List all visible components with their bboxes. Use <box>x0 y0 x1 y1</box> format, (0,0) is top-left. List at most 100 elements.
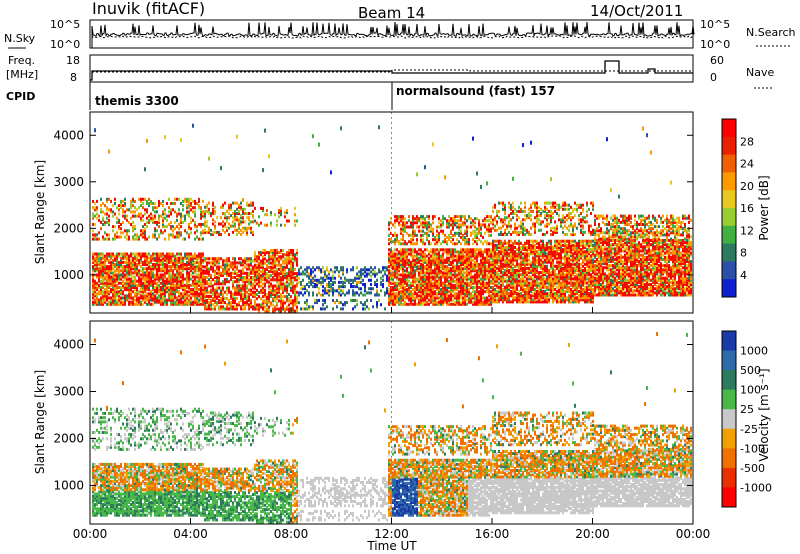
range-cell <box>508 269 510 272</box>
range-cell <box>152 216 154 220</box>
range-cell <box>436 279 438 283</box>
range-cell <box>316 293 318 297</box>
range-cell <box>186 204 188 208</box>
range-cell <box>270 223 272 227</box>
range-cell <box>120 231 122 235</box>
range-cell <box>454 265 456 269</box>
range-cell <box>496 239 498 243</box>
range-cell <box>170 290 172 294</box>
range-cell <box>362 307 364 311</box>
range-cell <box>410 260 412 264</box>
range-cell <box>244 292 246 296</box>
range-cell <box>496 298 498 302</box>
range-cell <box>288 284 290 288</box>
range-cell <box>284 274 286 278</box>
range-cell <box>326 291 328 295</box>
range-cell <box>502 233 504 236</box>
range-cell <box>190 277 192 281</box>
range-cell <box>240 214 242 218</box>
range-cell <box>474 240 476 244</box>
range-cell <box>272 284 274 288</box>
range-cell <box>366 272 368 276</box>
range-cell <box>180 256 182 260</box>
range-cell <box>228 288 230 292</box>
range-cell <box>158 256 160 260</box>
range-cell <box>420 233 422 237</box>
range-cell <box>156 281 158 285</box>
range-cell <box>288 257 290 261</box>
range-cell <box>152 279 154 283</box>
range-cell <box>142 233 144 237</box>
range-cell <box>128 277 130 281</box>
range-cell <box>182 263 184 266</box>
range-cell <box>234 305 236 309</box>
range-cell <box>284 259 286 263</box>
range-cell <box>240 284 242 288</box>
range-cell <box>94 233 96 237</box>
range-cell <box>228 267 230 271</box>
range-cell <box>176 286 178 289</box>
range-cell <box>136 269 138 273</box>
range-cell <box>418 298 420 302</box>
range-cell <box>398 302 400 306</box>
range-cell <box>264 284 266 288</box>
range-cell <box>114 283 116 287</box>
range-cell <box>448 256 450 260</box>
range-cell <box>216 282 218 286</box>
range-cell <box>144 271 146 275</box>
range-cell <box>264 278 266 282</box>
range-cell <box>472 300 474 304</box>
range-cell <box>170 292 172 296</box>
range-cell <box>190 204 192 208</box>
range-cell <box>196 286 198 289</box>
range-cell <box>388 233 390 237</box>
range-cell <box>98 275 100 279</box>
range-cell <box>132 300 134 304</box>
range-cell <box>172 279 174 283</box>
range-cell <box>230 278 232 282</box>
range-cell <box>244 305 246 309</box>
range-cell <box>230 292 232 296</box>
range-cell <box>394 296 396 300</box>
range-cell <box>458 219 460 223</box>
range-cell <box>156 254 158 258</box>
range-cell <box>150 296 152 300</box>
range-cell <box>140 277 142 281</box>
range-cell <box>488 233 490 237</box>
range-cell <box>176 283 178 287</box>
range-cell <box>156 237 158 241</box>
range-cell <box>220 290 222 294</box>
range-cell <box>104 269 106 273</box>
range-cell <box>154 294 156 298</box>
range-cell <box>248 259 250 263</box>
range-cell <box>182 279 184 283</box>
range-cell <box>108 258 110 262</box>
range-cell <box>100 300 102 304</box>
range-cell <box>208 269 210 273</box>
range-cell <box>472 238 474 242</box>
range-cell <box>258 215 260 219</box>
range-cell <box>102 271 104 275</box>
range-cell <box>250 259 252 263</box>
range-cell <box>260 297 262 301</box>
range-cell <box>294 284 296 288</box>
range-cell <box>176 233 178 237</box>
range-cell <box>474 225 476 229</box>
range-cell <box>162 199 164 203</box>
range-cell <box>210 288 212 292</box>
range-cell <box>508 252 510 256</box>
range-cell <box>242 271 244 275</box>
range-cell <box>456 238 458 242</box>
range-cell <box>200 288 202 292</box>
range-cell <box>214 280 216 284</box>
range-cell <box>188 271 190 275</box>
range-cell <box>202 300 204 304</box>
range-cell <box>228 269 230 273</box>
range-cell <box>438 221 440 225</box>
range-cell <box>472 248 474 252</box>
range-cell <box>238 222 240 226</box>
range-cell <box>406 288 408 292</box>
range-cell <box>230 261 232 265</box>
range-cell <box>362 268 364 272</box>
range-cell <box>436 229 438 233</box>
